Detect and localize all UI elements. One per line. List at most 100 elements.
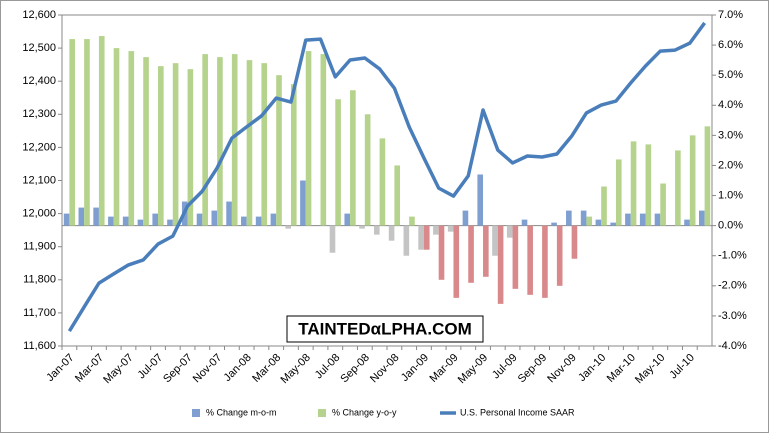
- y2-tick-label: -4.0%: [718, 340, 747, 352]
- bar: [344, 213, 351, 226]
- bar: [167, 219, 173, 226]
- bar: [255, 216, 262, 226]
- bar: [506, 225, 513, 238]
- y2-tick-label: -2.0%: [718, 280, 747, 292]
- y2-tick-label: 7.0%: [718, 9, 743, 21]
- bar: [551, 222, 557, 226]
- bar: [231, 54, 238, 226]
- watermark: TAINTEDαLPHA.COM: [298, 319, 472, 338]
- bar: [492, 225, 498, 256]
- bar: [542, 225, 548, 298]
- bar: [364, 114, 371, 226]
- bar: [246, 60, 253, 226]
- legend-label: % Change y-o-y: [332, 407, 397, 417]
- bar: [699, 210, 705, 226]
- bar: [645, 144, 652, 226]
- bar: [438, 225, 445, 280]
- bar: [684, 219, 690, 226]
- bar: [84, 39, 90, 226]
- bar: [453, 225, 460, 298]
- bar: [290, 84, 297, 226]
- bar: [571, 225, 578, 259]
- bar: [78, 207, 85, 226]
- bar: [69, 39, 75, 226]
- y2-tick-label: 6.0%: [718, 39, 743, 51]
- bar: [403, 225, 410, 256]
- bar: [196, 213, 203, 226]
- bar: [113, 48, 120, 226]
- bar: [704, 126, 711, 226]
- bar: [226, 201, 232, 226]
- y2-tick-label: 2.0%: [718, 159, 743, 171]
- bar: [241, 216, 247, 226]
- bar: [601, 186, 607, 226]
- bar: [63, 213, 70, 226]
- y2-tick-label: 3.0%: [718, 129, 743, 141]
- y2-tick-label: 0.0%: [718, 220, 743, 232]
- bar: [300, 180, 306, 226]
- bar: [654, 213, 661, 226]
- bar: [276, 75, 282, 226]
- y-tick-label: 12,300: [22, 108, 56, 120]
- bar: [675, 150, 681, 226]
- bar: [172, 63, 179, 226]
- y-tick-label: 11,700: [23, 307, 56, 319]
- legend-swatch: [318, 409, 326, 417]
- bar: [521, 219, 528, 226]
- bar: [335, 99, 341, 226]
- y2-tick-label: 5.0%: [718, 69, 743, 81]
- bar: [512, 225, 519, 289]
- bar: [98, 36, 105, 226]
- bar: [128, 51, 135, 226]
- y-tick-label: 12,100: [22, 174, 56, 186]
- bar: [566, 210, 572, 226]
- bar: [477, 174, 484, 226]
- bar: [418, 225, 424, 250]
- legend-swatch: [192, 409, 200, 417]
- bar: [202, 54, 208, 226]
- bar: [217, 57, 223, 226]
- bar: [305, 51, 312, 226]
- y2-tick-label: 1.0%: [718, 189, 743, 201]
- bar: [187, 69, 194, 226]
- legend-label: U.S. Personal Income SAAR: [460, 407, 575, 417]
- bar: [137, 219, 144, 226]
- bar: [483, 225, 489, 277]
- bar: [350, 90, 356, 226]
- y-tick-label: 11,900: [23, 241, 56, 253]
- bar: [639, 213, 646, 226]
- bar: [689, 135, 696, 226]
- bar: [660, 183, 666, 226]
- bar: [447, 225, 454, 232]
- bar: [527, 225, 533, 295]
- bar: [423, 225, 430, 250]
- y-tick-label: 12,200: [22, 141, 56, 153]
- bar: [261, 63, 268, 226]
- y-tick-label: 12,400: [22, 75, 56, 87]
- bar: [462, 210, 469, 226]
- bar: [610, 222, 616, 226]
- legend-label: % Change m-o-m: [206, 407, 277, 417]
- bar: [320, 54, 327, 226]
- bar: [329, 225, 336, 253]
- bar: [379, 138, 386, 226]
- bar: [388, 225, 395, 241]
- bar: [468, 225, 474, 283]
- bar: [580, 210, 587, 226]
- y-tick-label: 11,600: [23, 340, 56, 352]
- bar: [625, 213, 631, 226]
- bar: [285, 225, 291, 229]
- bar: [359, 225, 365, 229]
- bar: [152, 213, 159, 226]
- bar: [433, 225, 439, 235]
- bar: [374, 225, 380, 235]
- bar: [108, 216, 114, 226]
- y-tick-label: 11,800: [23, 274, 56, 286]
- line: [67, 21, 707, 333]
- y-tick-label: 12,600: [22, 9, 56, 21]
- bar: [497, 225, 504, 304]
- bar: [394, 165, 400, 226]
- watermark-box: [286, 315, 484, 343]
- bar: [615, 159, 622, 226]
